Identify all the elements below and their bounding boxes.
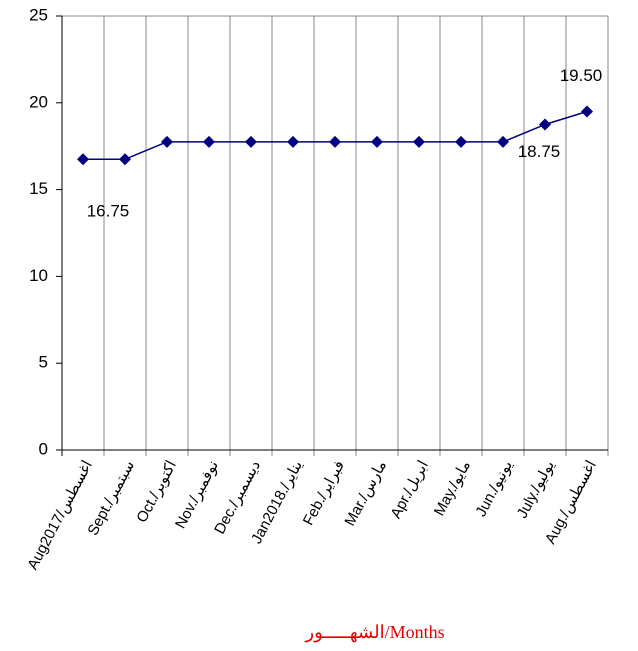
data-label: 16.75 <box>87 202 130 221</box>
data-label: 18.75 <box>518 142 561 161</box>
y-tick-label: 10 <box>29 266 48 285</box>
data-point <box>161 135 173 148</box>
x-tick-label: May./مايو <box>431 458 474 519</box>
x-tick-label: Mar./مارس <box>341 458 390 529</box>
data-line <box>83 110 588 160</box>
x-tick-label: Nov./نوفمبر <box>172 458 222 532</box>
data-point <box>497 135 509 148</box>
data-point <box>77 153 89 166</box>
x-tick-label: July./يوليو <box>514 458 558 521</box>
data-point <box>539 118 551 131</box>
x-tick-label: Aug2017/اغسطس <box>24 458 96 573</box>
y-tick-label: 0 <box>39 439 48 458</box>
data-point <box>581 105 593 118</box>
data-point <box>413 135 425 148</box>
data-point <box>455 135 467 148</box>
data-point <box>287 135 299 148</box>
data-point <box>119 153 131 166</box>
y-tick-label: 15 <box>29 179 48 198</box>
y-tick-label: 25 <box>29 5 48 24</box>
x-tick-label: Jun./يونيو <box>472 458 516 520</box>
data-point <box>329 135 341 148</box>
x-tick-label: Apr./ابريل <box>387 458 432 522</box>
x-axis-title: الشهـــــور/Months <box>304 622 444 643</box>
data-point <box>203 135 215 148</box>
y-tick-label: 20 <box>29 92 48 111</box>
data-point <box>371 135 383 148</box>
data-point <box>245 135 257 148</box>
data-label: 19.50 <box>560 66 603 85</box>
x-tick-label: Feb./فبراير <box>300 458 348 528</box>
x-tick-label: Oct./اكتوبر <box>133 458 180 526</box>
y-tick-label: 5 <box>39 353 48 372</box>
